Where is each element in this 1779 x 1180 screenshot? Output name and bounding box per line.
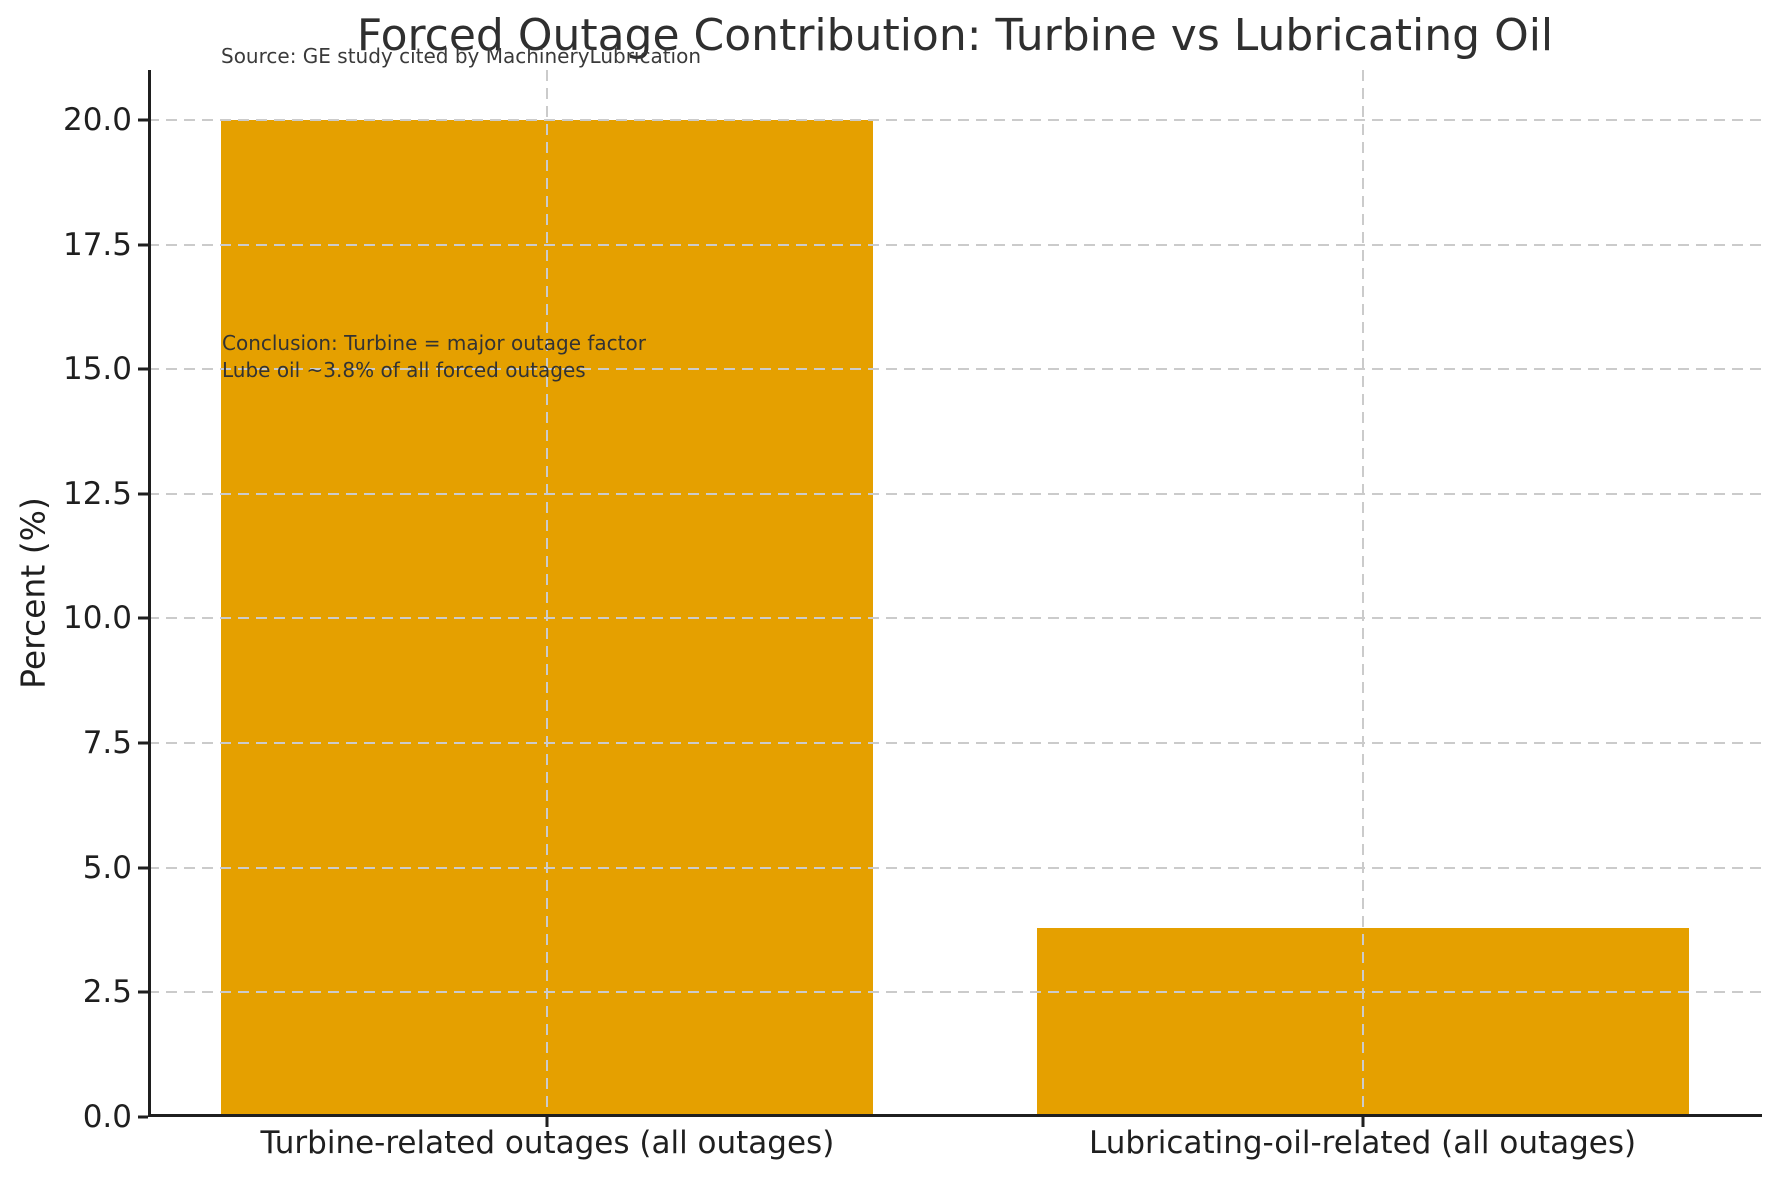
h-gridline	[148, 991, 1762, 994]
h-gridline	[148, 243, 1762, 246]
annotation-line-1: Conclusion: Turbine = major outage facto…	[222, 331, 646, 355]
annotation-line-2: Lube oil ~3.8% of all forced outages	[222, 358, 586, 382]
y-tick-label: 10.0	[62, 600, 132, 637]
y-tick-mark	[138, 367, 148, 371]
y-tick-mark	[138, 1115, 148, 1119]
plot-area: Conclusion: Turbine = major outage facto…	[148, 70, 1762, 1117]
y-tick-mark	[138, 616, 148, 620]
y-axis-spine	[148, 70, 151, 1117]
y-tick-label: 2.5	[82, 974, 132, 1011]
h-gridline	[148, 492, 1762, 495]
v-gridline	[546, 70, 549, 1117]
x-tick-mark	[545, 1117, 549, 1127]
y-tick-mark	[138, 243, 148, 246]
y-tick-mark	[138, 492, 148, 496]
x-axis-spine	[148, 1114, 1762, 1117]
y-tick-label: 5.0	[82, 849, 132, 886]
y-tick-label: 15.0	[62, 351, 132, 388]
y-tick-mark	[138, 118, 148, 122]
x-tick-label: Lubricating-oil-related (all outages)	[1089, 1125, 1637, 1161]
h-gridline	[148, 866, 1762, 869]
y-tick-mark	[138, 866, 148, 870]
x-tick-mark	[1361, 1117, 1365, 1127]
y-tick-label: 17.5	[62, 226, 132, 263]
x-tick-label: Turbine-related outages (all outages)	[260, 1125, 835, 1161]
y-axis-label: Percent (%)	[13, 497, 53, 689]
y-tick-label: 7.5	[82, 725, 132, 762]
h-gridline	[148, 617, 1762, 620]
h-gridline	[148, 742, 1762, 745]
y-tick-mark	[138, 990, 148, 994]
h-gridline	[148, 118, 1762, 121]
y-tick-mark	[138, 741, 148, 745]
h-gridline	[148, 368, 1762, 371]
y-tick-label: 20.0	[62, 101, 132, 138]
y-tick-label: 0.0	[82, 1099, 132, 1135]
source-note: Source: GE study cited by MachineryLubri…	[221, 44, 702, 68]
annotation: Conclusion: Turbine = major outage facto…	[222, 330, 646, 384]
y-tick-label: 12.5	[62, 475, 132, 512]
chart-title: Forced Outage Contribution: Turbine vs L…	[356, 10, 1554, 61]
v-gridline	[1361, 70, 1364, 1117]
